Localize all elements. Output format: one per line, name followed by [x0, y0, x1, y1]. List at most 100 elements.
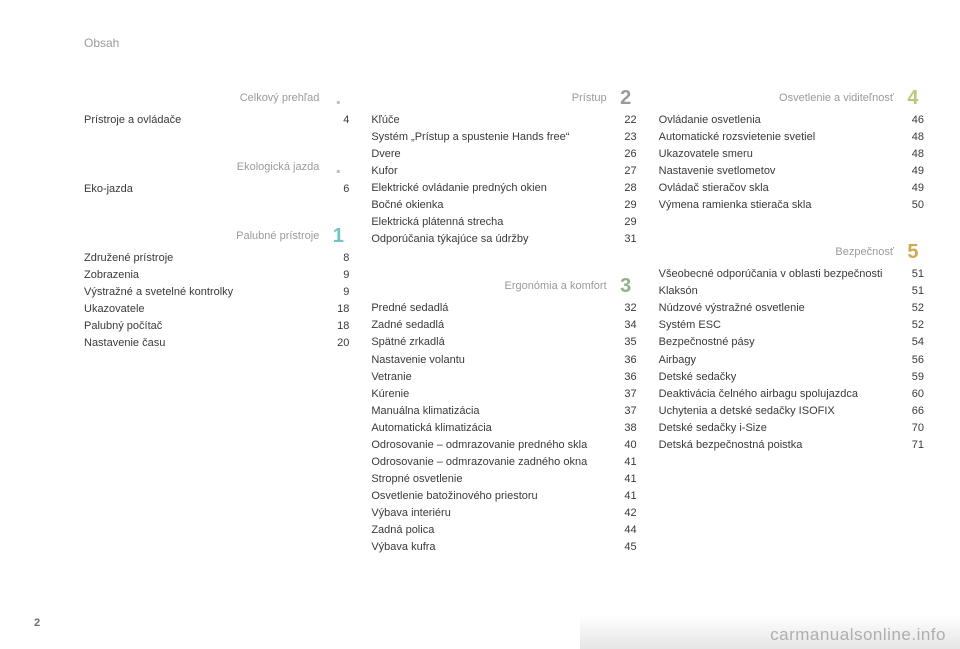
toc-entry: Detské sedačky i-Size70 — [659, 420, 924, 437]
toc-section: Ekologická jazda.Eko-jazda6 — [84, 155, 349, 198]
toc-entry: Ovládanie osvetlenia46 — [659, 112, 924, 129]
toc-entry: Odporúčania týkajúce sa údržby31 — [371, 231, 636, 248]
entry-page: 31 — [613, 231, 637, 248]
section-title: Osvetlenie a viditeľnosť — [779, 89, 896, 104]
entry-page: 41 — [613, 454, 637, 471]
toc-entry: Odrosovanie – odmrazovanie zadného okna4… — [371, 454, 636, 471]
entry-page: 70 — [900, 420, 924, 437]
entry-label: Bočné okienka — [371, 197, 612, 214]
entry-page: 56 — [900, 352, 924, 369]
toc-entry: Systém „Prístup a spustenie Hands free“2… — [371, 129, 636, 146]
entry-label: Spätné zrkadlá — [371, 334, 612, 351]
entry-label: Zobrazenia — [84, 267, 325, 284]
toc-entry: Združené prístroje8 — [84, 250, 349, 267]
entry-label: Výbava kufra — [371, 539, 612, 556]
toc-entry: Nastavenie volantu36 — [371, 352, 636, 369]
entry-page: 26 — [613, 146, 637, 163]
toc-entry: Dvere26 — [371, 146, 636, 163]
toc-entry: Manuálna klimatizácia37 — [371, 403, 636, 420]
toc-entry: Kufor27 — [371, 163, 636, 180]
entry-label: Prístroje a ovládače — [84, 112, 325, 129]
entry-page: 40 — [613, 437, 637, 454]
section-title-wrap: Palubné prístroje — [84, 227, 321, 242]
section-header: Osvetlenie a viditeľnosť 4 — [659, 86, 924, 106]
toc-entry: Núdzové výstražné osvetlenie52 — [659, 300, 924, 317]
entry-page: 54 — [900, 334, 924, 351]
entry-label: Systém ESC — [659, 317, 900, 334]
toc-entry: Nastavenie svetlometov49 — [659, 163, 924, 180]
toc-entry: Výstražné a svetelné kontrolky9 — [84, 284, 349, 301]
entry-label: Ukazovatele — [84, 301, 325, 318]
watermark: carmanualsonline.info — [580, 615, 960, 649]
entry-label: Odporúčania týkajúce sa údržby — [371, 231, 612, 248]
toc-section: Bezpečnosť 5 Všeobecné odporúčania v oblas… — [659, 240, 924, 454]
section-entries: Všeobecné odporúčania v oblasti bezpečno… — [659, 266, 924, 454]
entry-label: Ukazovatele smeru — [659, 146, 900, 163]
entry-page: 52 — [900, 300, 924, 317]
entry-page: 51 — [900, 283, 924, 300]
entry-page: 34 — [613, 317, 637, 334]
entry-page: 18 — [325, 301, 349, 318]
toc-column: Osvetlenie a viditeľnosť 4 Ovládanie osvet… — [659, 86, 924, 631]
toc-entry: Bočné okienka29 — [371, 197, 636, 214]
toc-entry: Nastavenie času20 — [84, 335, 349, 352]
section-title-wrap: Prístup — [371, 89, 608, 104]
toc-entry: Predné sedadlá32 — [371, 300, 636, 317]
toc-entry: Ukazovatele18 — [84, 301, 349, 318]
toc-entry: Prístroje a ovládače4 — [84, 112, 349, 129]
entry-page: 36 — [613, 352, 637, 369]
section-number: 5 — [902, 242, 924, 262]
entry-label: Osvetlenie batožinového priestoru — [371, 488, 612, 505]
toc-entry: Palubný počítač18 — [84, 318, 349, 335]
entry-label: Výbava interiéru — [371, 505, 612, 522]
entry-label: Palubný počítač — [84, 318, 325, 335]
entry-label: Kľúče — [371, 112, 612, 129]
entry-page: 50 — [900, 197, 924, 214]
page-header: Obsah — [84, 36, 119, 50]
toc-columns: Celkový prehľad.Prístroje a ovládače4Eko… — [84, 86, 924, 631]
toc-section: Ergonómia a komfort 3 Predné sedadlá32Zadn… — [371, 274, 636, 556]
section-entries: Kľúče22Systém „Prístup a spustenie Hands… — [371, 112, 636, 248]
toc-page: Obsah Celkový prehľad. Prístroje a ovláda… — [0, 0, 960, 649]
entry-label: Vetranie — [371, 369, 612, 386]
section-header: Bezpečnosť 5 — [659, 240, 924, 260]
entry-label: Nastavenie svetlometov — [659, 163, 900, 180]
entry-label: Automatické rozsvietenie svetiel — [659, 129, 900, 146]
section-number: 3 — [615, 276, 637, 296]
entry-page: 59 — [900, 369, 924, 386]
toc-entry: Ovládač stieračov skla49 — [659, 180, 924, 197]
entry-page: 49 — [900, 180, 924, 197]
section-title-wrap: Bezpečnosť — [659, 243, 896, 258]
section-number: 2 — [615, 88, 637, 108]
entry-page: 41 — [613, 488, 637, 505]
toc-entry: Automatická klimatizácia38 — [371, 420, 636, 437]
section-title: Prístup — [572, 89, 609, 104]
entry-label: Nastavenie času — [84, 335, 325, 352]
entry-label: Združené prístroje — [84, 250, 325, 267]
entry-label: Zadné sedadlá — [371, 317, 612, 334]
section-header: Palubné prístroje1 — [84, 224, 349, 244]
section-title-wrap: Ekologická jazda — [84, 158, 321, 173]
toc-entry: Výbava kufra45 — [371, 539, 636, 556]
section-header: Celkový prehľad. — [84, 86, 349, 106]
section-title: Celkový prehľad — [240, 89, 322, 104]
toc-section: Celkový prehľad. Prístroje a ovládače4 — [84, 86, 349, 129]
entry-label: Odrosovanie – odmrazovanie predného skla — [371, 437, 612, 454]
section-entries: Prístroje a ovládače4 — [84, 112, 349, 129]
entry-page: 29 — [613, 197, 637, 214]
entry-page: 22 — [613, 112, 637, 129]
section-entries: Ovládanie osvetlenia46Automatické rozsvi… — [659, 112, 924, 214]
entry-page: 23 — [613, 129, 637, 146]
entry-label: Detské sedačky i-Size — [659, 420, 900, 437]
section-title: Ekologická jazda — [237, 158, 322, 173]
section-title-wrap: Ergonómia a komfort — [371, 277, 608, 292]
entry-label: Systém „Prístup a spustenie Hands free“ — [371, 129, 612, 146]
entry-page: 4 — [325, 112, 349, 129]
entry-page: 60 — [900, 386, 924, 403]
entry-page: 36 — [613, 369, 637, 386]
entry-label: Elektrické ovládanie predných okien — [371, 180, 612, 197]
section-entries: Eko-jazda6 — [84, 181, 349, 198]
toc-entry: Kúrenie37 — [371, 386, 636, 403]
section-number: 4 — [902, 88, 924, 108]
entry-page: 38 — [613, 420, 637, 437]
